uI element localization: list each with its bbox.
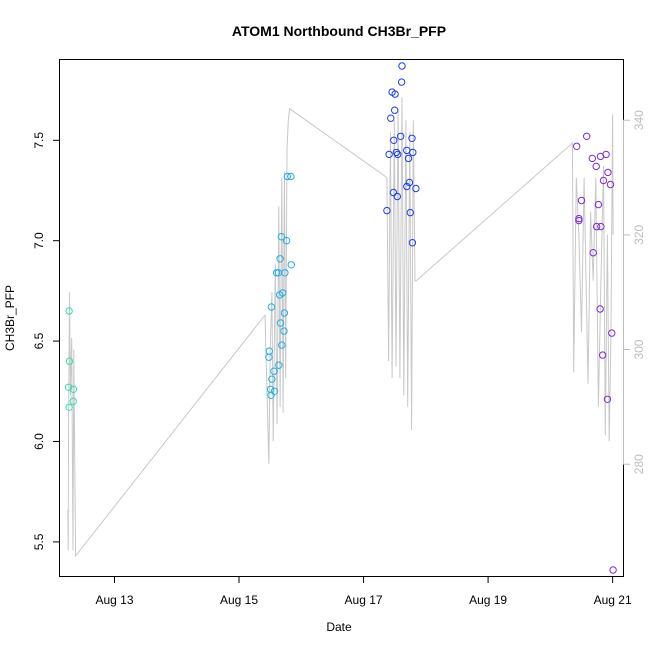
data-point bbox=[575, 214, 583, 223]
y-right-tick-label: 340 bbox=[632, 110, 646, 130]
y-right-tick-label: 280 bbox=[632, 454, 646, 474]
data-point bbox=[65, 403, 73, 411]
y-axis-label: CH3Br_PFP bbox=[3, 285, 17, 351]
altitude-trace bbox=[67, 97, 614, 558]
data-point bbox=[403, 182, 411, 191]
data-point bbox=[282, 237, 291, 245]
data-point bbox=[404, 154, 413, 163]
data-point bbox=[583, 132, 591, 141]
data-point bbox=[280, 309, 289, 317]
data-point bbox=[393, 192, 401, 201]
data-point bbox=[65, 307, 73, 315]
x-tick-label: Aug 15 bbox=[220, 593, 258, 607]
x-tick-label: Aug 19 bbox=[469, 593, 507, 607]
data-point bbox=[287, 172, 295, 181]
data-point bbox=[281, 269, 289, 277]
data-point bbox=[276, 255, 284, 263]
data-point bbox=[589, 249, 597, 257]
data-point bbox=[597, 222, 605, 231]
y-tick-label: 7.0 bbox=[32, 232, 46, 249]
x-axis: Aug 13 Aug 15 Aug 17 Aug 19 Aug 21 bbox=[95, 576, 632, 607]
y-tick-label: 5.5 bbox=[32, 533, 46, 550]
data-point bbox=[383, 206, 391, 215]
data-point bbox=[277, 233, 286, 241]
data-point bbox=[412, 184, 420, 193]
data-point bbox=[69, 397, 77, 405]
data-point bbox=[408, 239, 417, 247]
data-point bbox=[392, 148, 401, 157]
data-point bbox=[65, 357, 74, 365]
x-axis-label: Date bbox=[326, 620, 352, 634]
y-tick-label: 7.5 bbox=[32, 132, 46, 149]
data-point bbox=[391, 90, 399, 98]
data-point bbox=[275, 361, 283, 369]
data-point bbox=[267, 303, 276, 311]
data-point bbox=[287, 261, 295, 269]
data-point bbox=[575, 216, 583, 225]
data-point bbox=[397, 78, 406, 86]
data-point bbox=[265, 353, 273, 361]
data-point bbox=[279, 289, 287, 297]
data-point bbox=[280, 327, 288, 335]
data-point bbox=[394, 150, 402, 159]
data-point bbox=[270, 367, 278, 375]
x-tick-label: Aug 13 bbox=[95, 593, 133, 607]
data-point bbox=[599, 351, 607, 359]
data-point bbox=[403, 146, 411, 155]
y-tick-label: 6.0 bbox=[32, 433, 46, 450]
data-point bbox=[409, 148, 417, 157]
data-point bbox=[283, 172, 292, 181]
data-point bbox=[606, 180, 615, 189]
data-point bbox=[397, 132, 405, 141]
y-right-tick-label: 320 bbox=[632, 225, 646, 245]
data-point bbox=[387, 114, 395, 122]
y-axis: 5.5 6.0 6.5 7.0 7.5 bbox=[32, 132, 60, 550]
data-point bbox=[609, 566, 617, 574]
data-point bbox=[268, 375, 276, 383]
data-point bbox=[592, 162, 600, 171]
data-point bbox=[408, 134, 416, 143]
data-point bbox=[577, 196, 586, 205]
data-point bbox=[596, 305, 604, 313]
data-point bbox=[405, 178, 414, 187]
data-point bbox=[592, 222, 601, 231]
y-axis-right: 280 300 320 340 bbox=[623, 110, 646, 474]
data-point bbox=[406, 208, 414, 217]
data-point bbox=[588, 154, 596, 163]
data-point bbox=[390, 136, 398, 145]
y-right-tick-label: 300 bbox=[632, 339, 646, 359]
data-point bbox=[398, 62, 406, 70]
data-point bbox=[573, 142, 581, 151]
plot-frame bbox=[59, 59, 624, 577]
x-tick-label: Aug 17 bbox=[345, 593, 383, 607]
data-point bbox=[270, 387, 279, 395]
data-point bbox=[599, 176, 608, 185]
data-point bbox=[69, 385, 78, 393]
y-tick-label: 6.5 bbox=[32, 332, 46, 349]
data-point bbox=[391, 106, 399, 114]
altitude-line bbox=[67, 97, 614, 558]
x-tick-label: Aug 21 bbox=[594, 593, 632, 607]
chart-title: ATOM1 Northbound CH3Br_PFP bbox=[232, 23, 446, 39]
data-points bbox=[64, 62, 617, 574]
data-point bbox=[265, 347, 273, 355]
data-point bbox=[602, 150, 610, 159]
data-point bbox=[603, 395, 612, 403]
data-point bbox=[278, 341, 286, 349]
data-point bbox=[276, 319, 285, 327]
data-point bbox=[64, 383, 73, 391]
data-point bbox=[385, 150, 393, 159]
data-point bbox=[389, 188, 398, 197]
data-point bbox=[608, 329, 616, 337]
data-point bbox=[604, 168, 612, 177]
data-point bbox=[594, 200, 603, 209]
